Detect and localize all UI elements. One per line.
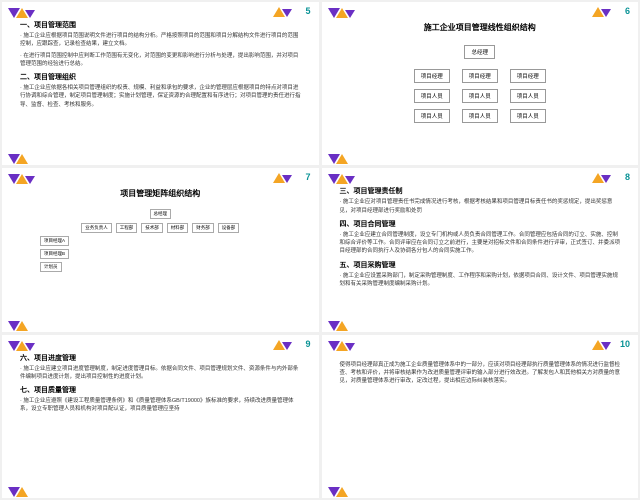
org-chart: 总经理 项目经理项目人员项目人员 项目经理项目人员项目人员 项目经理项目人员项目… (340, 43, 621, 125)
slide-title: 施工企业项目管理线性组织结构 (340, 22, 621, 33)
heading: 七、项目质量管理 (20, 385, 301, 395)
deco-icon (8, 338, 38, 352)
page-number: 10 (620, 339, 630, 349)
body-text: · 施工企业应建立项目进度管理制度，制定进度管理目标。依据合同文件、项目管理规划… (20, 365, 301, 382)
body-text: · 施工企业应对项目管理责任书完成情况进行考核，根据考核结果和项目管理目标责任书… (340, 198, 621, 215)
page-number: 9 (305, 339, 310, 349)
deco-icon (277, 337, 297, 349)
heading: 三、项目管理责任制 (340, 186, 621, 196)
slide-title: 项目管理矩阵组织结构 (20, 188, 301, 199)
org-node: 业务负责人 (81, 223, 112, 233)
org-node: 项目人员 (414, 109, 450, 123)
body-text: 使得项目经理部真正成为施工企业质量管理体系中的一部分，应该对项目经理部执行质量管… (340, 361, 621, 386)
body-text: · 施工企业应遵照《建设工程质量管理条例》和《质量管理体系GB/T19000》族… (20, 397, 301, 414)
org-node: 工程部 (116, 223, 138, 233)
heading: 五、项目采购管理 (340, 260, 621, 270)
org-node: 项目人员 (510, 89, 546, 103)
org-node: 项目经理A (40, 236, 69, 246)
deco-icon (596, 4, 616, 16)
org-node: 项目人员 (510, 109, 546, 123)
org-node: 项目经理 (510, 69, 546, 83)
slide-6: 6 施工企业项目管理线性组织结构 总经理 项目经理项目人员项目人员 项目经理项目… (322, 2, 639, 165)
org-node: 财务部 (192, 223, 214, 233)
heading: 四、项目合同管理 (340, 219, 621, 229)
deco-icon (596, 170, 616, 182)
org-node: 项目人员 (462, 89, 498, 103)
org-node: 计划员 (40, 262, 62, 272)
heading: 一、项目管理范围 (20, 20, 301, 30)
page-number: 5 (305, 6, 310, 16)
body-text: · 施工企业应建立合同管理制度，设立专门机构或人员负责合同管理工作。合同管理应包… (340, 231, 621, 256)
deco-icon (328, 338, 358, 352)
org-node: 项目人员 (462, 109, 498, 123)
body-text: · 施工企业应依据各相关项目管理组织的权责、规模、利益和承包的要求，企业的管理层… (20, 84, 301, 109)
org-node: 项目人员 (414, 89, 450, 103)
body-text: · 施工企业应根据项目范围说明文件进行项目的结构分析。严格按照项目的范围和项目分… (20, 32, 301, 49)
deco-icon (8, 171, 38, 185)
heading: 六、项目进度管理 (20, 353, 301, 363)
org-node: 项目经理B (40, 249, 69, 259)
page-number: 7 (305, 172, 310, 182)
slide-9: 9 六、项目进度管理 · 施工企业应建立项目进度管理制度，制定进度管理目标。依据… (2, 335, 319, 498)
deco-icon (328, 318, 348, 330)
deco-icon (8, 318, 28, 330)
slide-5: 5 一、项目管理范围 · 施工企业应根据项目范围说明文件进行项目的结构分析。严格… (2, 2, 319, 165)
page-number: 6 (625, 6, 630, 16)
slide-7: 7 项目管理矩阵组织结构 总经理 业务负责人 工程部 技术部 材料部 财务部 设… (2, 168, 319, 331)
deco-icon (8, 151, 28, 163)
deco-icon (328, 5, 358, 19)
deco-icon (8, 5, 38, 19)
deco-icon (596, 337, 616, 349)
deco-icon (277, 170, 297, 182)
deco-icon (328, 484, 348, 496)
deco-icon (277, 4, 297, 16)
org-node: 总经理 (150, 209, 172, 219)
org-node: 设备部 (218, 223, 240, 233)
heading: 二、项目管理组织 (20, 72, 301, 82)
slide-10: 10 使得项目经理部真正成为施工企业质量管理体系中的一部分，应该对项目经理部执行… (322, 335, 639, 498)
org-node: 材料部 (167, 223, 189, 233)
org-node: 项目经理 (414, 69, 450, 83)
page-number: 8 (625, 172, 630, 182)
org-node: 总经理 (464, 45, 495, 59)
org-node: 技术部 (141, 223, 163, 233)
deco-icon (328, 171, 358, 185)
slide-8: 8 三、项目管理责任制 · 施工企业应对项目管理责任书完成情况进行考核，根据考核… (322, 168, 639, 331)
matrix-chart: 总经理 业务负责人 工程部 技术部 材料部 财务部 设备部 项目经理A 项目经理… (20, 209, 301, 272)
org-node: 项目经理 (462, 69, 498, 83)
body-text: · 施工企业应设置采购部门，制定采购管理制度、工作程序和采购计划，依据项目合同、… (340, 272, 621, 289)
body-text: · 在进行项目范围控制中应判断工作范围有无变化，对范围的变更和影响进行分析与处理… (20, 52, 301, 69)
deco-icon (328, 151, 348, 163)
deco-icon (8, 484, 28, 496)
